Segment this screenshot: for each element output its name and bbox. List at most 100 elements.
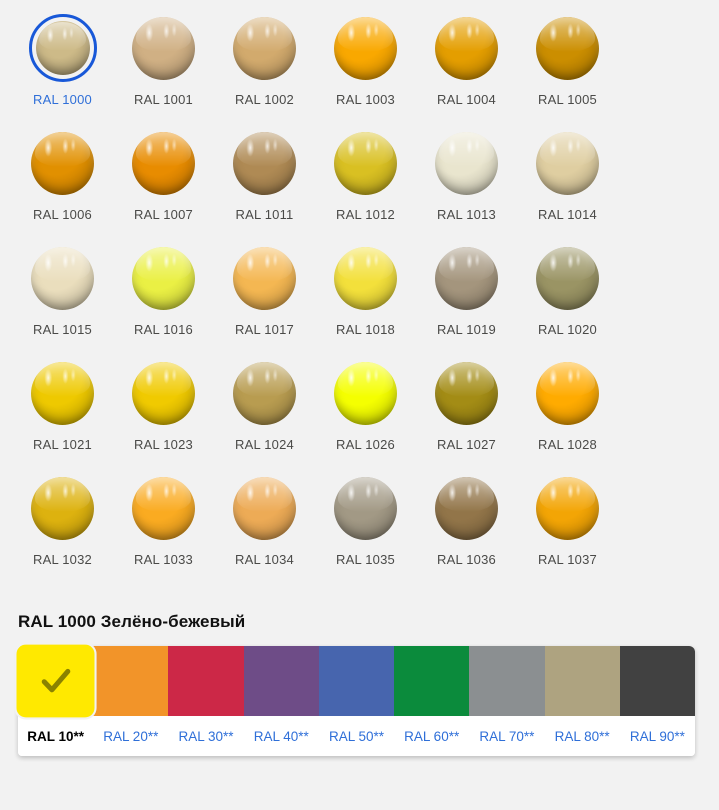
swatch-ball-wrap <box>332 129 400 197</box>
swatch-label: RAL 1007 <box>134 207 193 222</box>
tab-label-ral-80[interactable]: RAL 80** <box>554 728 610 744</box>
swatch-ball-wrap <box>231 474 299 542</box>
swatch-ral-1020[interactable]: RAL 1020 <box>517 244 618 359</box>
swatch-ral-1015[interactable]: RAL 1015 <box>12 244 113 359</box>
swatch-ral-1028[interactable]: RAL 1028 <box>517 359 618 474</box>
swatch-ball-wrap <box>130 129 198 197</box>
tab-color-strip <box>16 644 695 718</box>
color-sphere <box>132 16 195 80</box>
swatch-ral-1023[interactable]: RAL 1023 <box>113 359 214 474</box>
color-sphere <box>132 246 195 310</box>
swatch-label: RAL 1037 <box>538 552 597 567</box>
swatch-ral-1014[interactable]: RAL 1014 <box>517 129 618 244</box>
color-sphere <box>334 246 397 310</box>
swatch-ral-1016[interactable]: RAL 1016 <box>113 244 214 359</box>
swatch-ball-wrap <box>534 129 602 197</box>
swatch-label: RAL 1001 <box>134 92 193 107</box>
swatch-label: RAL 1020 <box>538 322 597 337</box>
swatch-ral-1011[interactable]: RAL 1011 <box>214 129 315 244</box>
color-sphere <box>233 361 296 425</box>
ral-swatch-grid: RAL 1000 RAL 1001 RAL 1002 RAL 1003 RAL 1004… <box>12 14 618 589</box>
tab-label-ral-40[interactable]: RAL 40** <box>253 728 309 744</box>
swatch-ral-1018[interactable]: RAL 1018 <box>315 244 416 359</box>
color-sphere <box>31 476 94 540</box>
swatch-ball-wrap <box>130 14 198 82</box>
color-sphere <box>435 246 498 310</box>
swatch-label: RAL 1018 <box>336 322 395 337</box>
ral-group-tabs: RAL 10** RAL 20** RAL 30** RAL 40** RAL 50**… <box>16 644 695 756</box>
swatch-ball-wrap <box>433 359 501 427</box>
swatch-label: RAL 1016 <box>134 322 193 337</box>
swatch-ral-1005[interactable]: RAL 1005 <box>517 14 618 129</box>
swatch-ral-1000[interactable]: RAL 1000 <box>12 14 113 129</box>
swatch-ral-1003[interactable]: RAL 1003 <box>315 14 416 129</box>
color-sphere <box>334 16 397 80</box>
swatch-ball-wrap <box>130 359 198 427</box>
color-sphere <box>132 361 195 425</box>
swatch-ral-1033[interactable]: RAL 1033 <box>113 474 214 589</box>
tab-swatch-ral-60[interactable] <box>394 646 470 716</box>
page-title: RAL 1000 Зелёно-бежевый <box>18 612 246 631</box>
swatch-ball-wrap <box>231 359 299 427</box>
swatch-label: RAL 1004 <box>437 92 496 107</box>
color-sphere <box>536 361 599 425</box>
color-sphere <box>233 246 296 310</box>
tab-label-ral-10[interactable]: RAL 10** <box>27 728 84 744</box>
swatch-ral-1034[interactable]: RAL 1034 <box>214 474 315 589</box>
tab-label-ral-90[interactable]: RAL 90** <box>629 728 685 744</box>
swatch-ral-1013[interactable]: RAL 1013 <box>416 129 517 244</box>
swatch-ball-wrap <box>534 474 602 542</box>
swatch-ball-wrap <box>433 14 501 82</box>
swatch-ball-wrap <box>29 244 97 312</box>
swatch-ral-1027[interactable]: RAL 1027 <box>416 359 517 474</box>
tab-swatch-ral-70[interactable] <box>469 646 545 716</box>
color-sphere <box>233 476 296 540</box>
swatch-ral-1006[interactable]: RAL 1006 <box>12 129 113 244</box>
swatch-label: RAL 1028 <box>538 437 597 452</box>
tab-swatch-ral-80[interactable] <box>544 646 620 716</box>
swatch-ball-wrap <box>433 474 501 542</box>
tab-swatch-ral-30[interactable] <box>168 646 244 716</box>
swatch-ral-1036[interactable]: RAL 1036 <box>416 474 517 589</box>
swatch-label: RAL 1035 <box>336 552 395 567</box>
swatch-ball-wrap <box>433 244 501 312</box>
swatch-ral-1019[interactable]: RAL 1019 <box>416 244 517 359</box>
swatch-ball-wrap <box>130 474 198 542</box>
tab-label-ral-30[interactable]: RAL 30** <box>178 728 234 744</box>
swatch-label: RAL 1034 <box>235 552 294 567</box>
color-sphere <box>132 131 195 195</box>
swatch-ral-1007[interactable]: RAL 1007 <box>113 129 214 244</box>
swatch-ral-1032[interactable]: RAL 1032 <box>12 474 113 589</box>
swatch-ral-1017[interactable]: RAL 1017 <box>214 244 315 359</box>
swatch-ball-wrap <box>231 129 299 197</box>
swatch-label: RAL 1036 <box>437 552 496 567</box>
tab-label-ral-20[interactable]: RAL 20** <box>103 728 159 744</box>
swatch-label: RAL 1033 <box>134 552 193 567</box>
swatch-label: RAL 1017 <box>235 322 294 337</box>
swatch-label: RAL 1013 <box>437 207 496 222</box>
tab-swatch-ral-20[interactable] <box>93 646 169 716</box>
swatch-ral-1037[interactable]: RAL 1037 <box>517 474 618 589</box>
color-sphere <box>334 131 397 195</box>
swatch-label: RAL 1023 <box>134 437 193 452</box>
tab-label-ral-70[interactable]: RAL 70** <box>479 728 535 744</box>
tab-label-ral-60[interactable]: RAL 60** <box>404 728 460 744</box>
tab-swatch-ral-40[interactable] <box>243 646 319 716</box>
swatch-ral-1004[interactable]: RAL 1004 <box>416 14 517 129</box>
swatch-ball-wrap <box>231 244 299 312</box>
swatch-ball-wrap <box>534 359 602 427</box>
swatch-ral-1001[interactable]: RAL 1001 <box>113 14 214 129</box>
swatch-ball-wrap <box>29 474 97 542</box>
color-sphere <box>435 16 498 80</box>
tab-swatch-ral-90[interactable] <box>619 646 695 716</box>
swatch-ral-1012[interactable]: RAL 1012 <box>315 129 416 244</box>
swatch-ral-1035[interactable]: RAL 1035 <box>315 474 416 589</box>
tab-label-ral-50[interactable]: RAL 50** <box>328 728 384 744</box>
color-sphere <box>435 131 498 195</box>
tab-swatch-ral-10[interactable] <box>16 644 95 718</box>
swatch-ral-1024[interactable]: RAL 1024 <box>214 359 315 474</box>
swatch-ral-1002[interactable]: RAL 1002 <box>214 14 315 129</box>
tab-swatch-ral-50[interactable] <box>318 646 395 716</box>
swatch-ral-1026[interactable]: RAL 1026 <box>315 359 416 474</box>
swatch-ral-1021[interactable]: RAL 1021 <box>12 359 113 474</box>
